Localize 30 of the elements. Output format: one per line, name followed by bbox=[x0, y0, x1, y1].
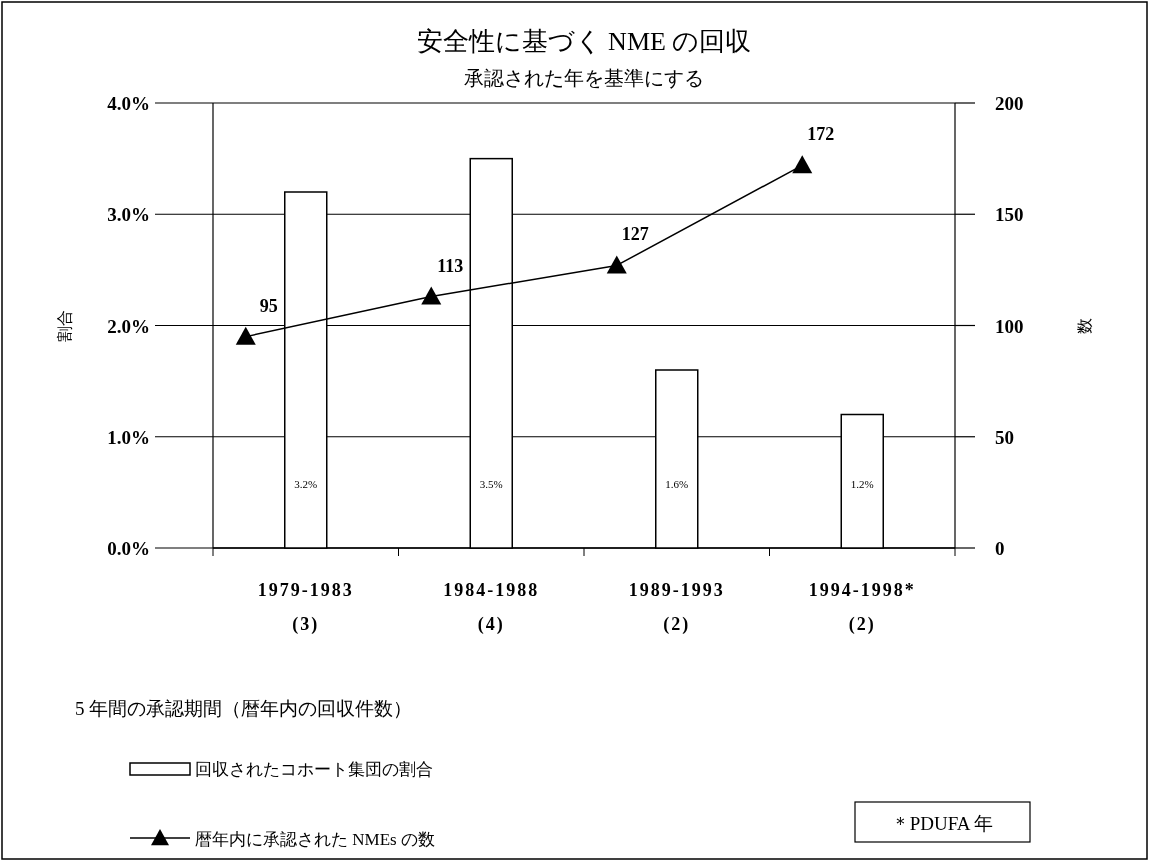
x-tick-label: 1989-1993 (2) bbox=[628, 580, 725, 636]
data-label: 95 bbox=[259, 295, 278, 316]
y-tick-label: 0.0% bbox=[107, 538, 150, 559]
data-label: 3.2% bbox=[294, 478, 318, 490]
data-label: 3.5% bbox=[479, 478, 503, 490]
data-label: 1.6% bbox=[665, 478, 689, 490]
x-tick-label: 1984-1988 (4) bbox=[443, 580, 540, 636]
y2-axis-title: 数 bbox=[1076, 317, 1093, 334]
y-tick-label: 3.0% bbox=[107, 204, 150, 226]
x-tick-label: 1994-1998* (2) bbox=[808, 580, 916, 636]
y-tick-label: 2.0% bbox=[107, 315, 150, 337]
y2-tick-label: 0 bbox=[995, 538, 1005, 559]
y-tick-label: 1.0% bbox=[107, 426, 150, 448]
data-label: 1.2% bbox=[850, 478, 874, 490]
chart-subtitle: 承認された年を基準にする bbox=[464, 67, 704, 89]
data-label: 127 bbox=[621, 224, 649, 245]
y2-tick-label: 200 bbox=[995, 93, 1024, 114]
chart-title: 安全性に基づく NME の回収 bbox=[416, 27, 752, 56]
legend-label: 暦年内に承認された NMEs の数 bbox=[195, 830, 435, 849]
y-axis-title: 割合 bbox=[56, 309, 73, 342]
data-label: 113 bbox=[437, 255, 464, 276]
y2-tick-label: 50 bbox=[995, 426, 1014, 448]
y2-tick-label: 100 bbox=[995, 315, 1024, 337]
text: ＊PDUFA 年 bbox=[890, 813, 994, 834]
y2-tick-label: 150 bbox=[995, 204, 1024, 226]
y-tick-label: 4.0% bbox=[107, 93, 150, 114]
legend-label: 回収されたコホート集団の割合 bbox=[195, 760, 433, 779]
x-tick-label: 1979-1983 (3) bbox=[257, 580, 354, 636]
data-label: 172 bbox=[807, 124, 835, 145]
text: 5 年間の承認期間（暦年内の回収件数） bbox=[75, 698, 413, 719]
